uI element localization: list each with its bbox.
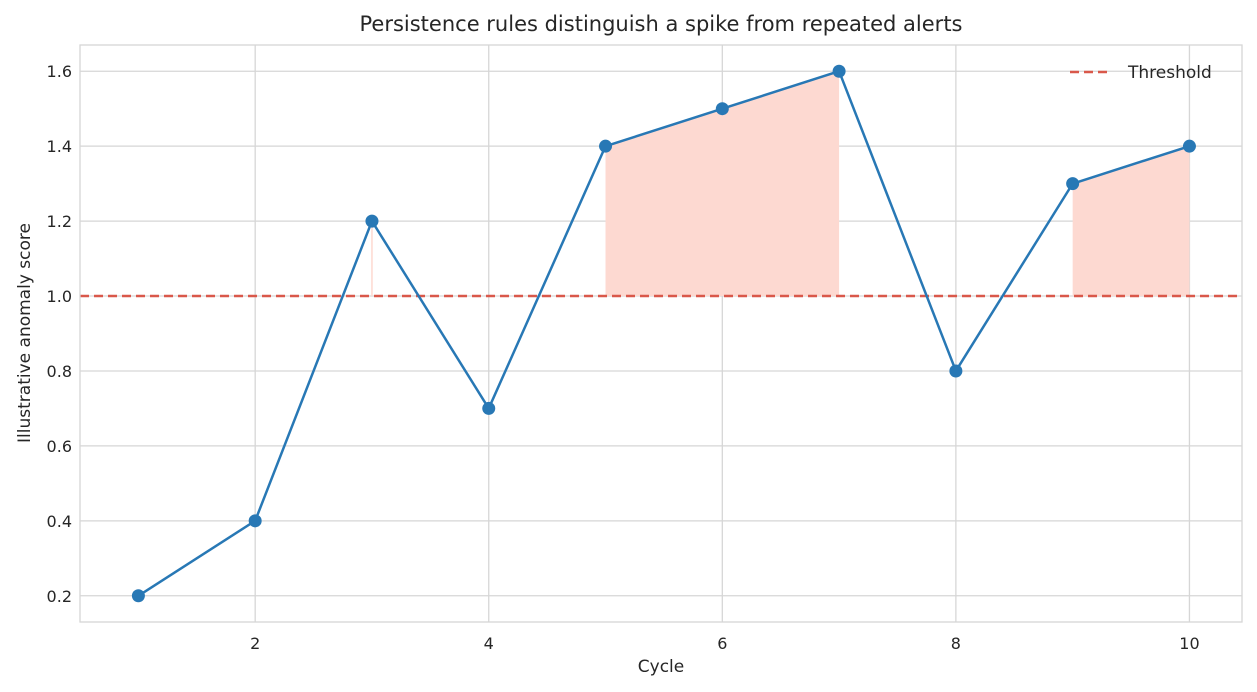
data-point [715, 102, 729, 116]
y-tick-label: 0.8 [47, 362, 72, 381]
chart-title: Persistence rules distinguish a spike fr… [360, 12, 963, 36]
data-point [248, 514, 262, 528]
data-point [1182, 139, 1196, 153]
y-tick-label: 0.4 [47, 512, 72, 531]
y-tick-label: 0.2 [47, 587, 72, 606]
x-tick-label: 2 [250, 634, 260, 653]
series-line [137, 69, 1190, 597]
legend: Threshold [1070, 63, 1212, 83]
y-tick-label: 1.6 [47, 62, 72, 81]
x-tick-label: 6 [717, 634, 727, 653]
highlight-region [1072, 146, 1190, 297]
y-tick-label: 1.4 [47, 137, 72, 156]
data-point [365, 214, 379, 228]
axes: 2 4 6 8 10 0.2 0.4 0.6 0.8 1.0 1.2 1.4 1.6 [47, 44, 1243, 653]
x-tick-label: 10 [1179, 634, 1199, 653]
x-tick-label: 4 [484, 634, 494, 653]
legend-label-threshold: Threshold [1127, 63, 1212, 83]
plot-frame [79, 44, 1243, 623]
data-point [832, 64, 846, 78]
y-axis-title: Illustrative anomaly score [15, 223, 35, 443]
series-group [131, 64, 1196, 603]
data-point [1066, 177, 1080, 191]
data-point [131, 589, 145, 603]
data-point [599, 139, 613, 153]
data-point [949, 364, 963, 378]
x-tick-label: 8 [951, 634, 961, 653]
y-tick-label: 1.0 [47, 287, 72, 306]
y-tick-label: 0.6 [47, 437, 72, 456]
y-tick-label: 1.2 [47, 212, 72, 231]
x-axis-title: Cycle [638, 657, 684, 677]
data-point [482, 401, 496, 415]
